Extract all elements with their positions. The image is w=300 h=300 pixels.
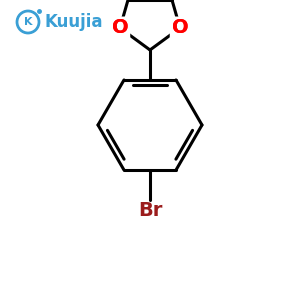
Text: O: O — [112, 19, 128, 38]
Text: O: O — [112, 19, 128, 38]
Text: Br: Br — [138, 200, 162, 220]
Text: O: O — [112, 19, 128, 38]
Text: K: K — [24, 17, 32, 27]
Text: Kuujia: Kuujia — [44, 13, 103, 31]
Text: O: O — [172, 19, 188, 38]
Text: O: O — [172, 19, 188, 38]
Text: O: O — [172, 19, 188, 38]
